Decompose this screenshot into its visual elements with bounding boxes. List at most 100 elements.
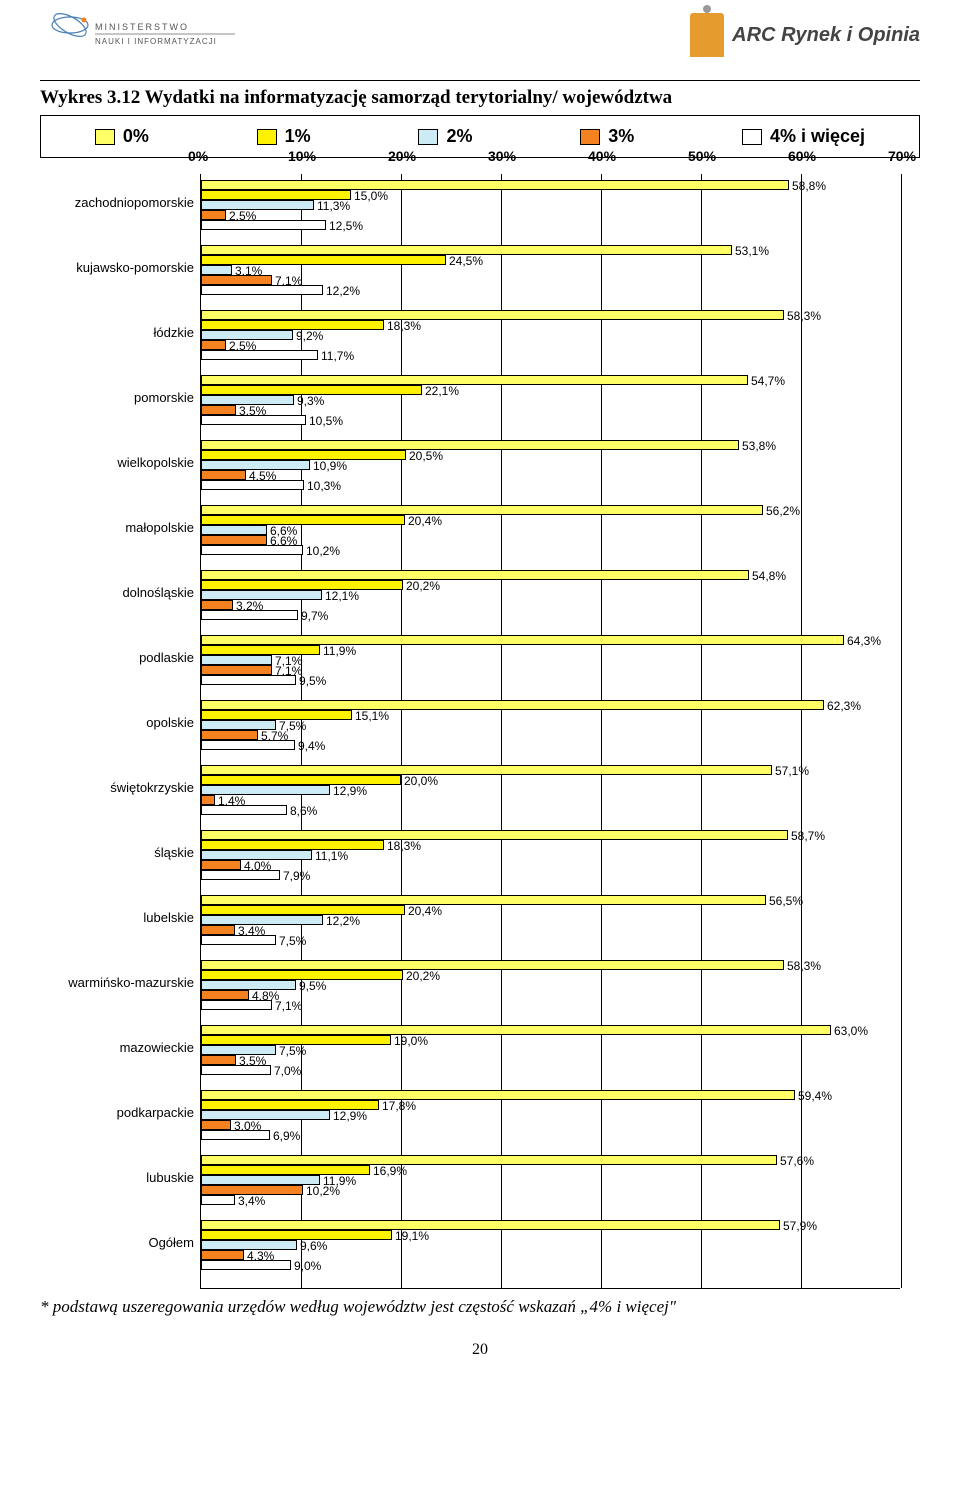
bar [201,285,323,295]
bar-value-label: 17,8% [382,1099,416,1113]
header-separator [40,80,920,81]
bar [201,600,233,610]
bar [201,710,352,720]
bar-value-label: 8,6% [290,804,317,818]
x-tick-label: 30% [488,148,516,164]
legend-label: 3% [608,126,634,147]
bar [201,1195,235,1205]
legend-swatch [418,129,438,145]
bar-value-label: 9,3% [297,394,324,408]
bar-value-label: 63,0% [834,1024,868,1038]
bar-value-label: 18,3% [387,319,421,333]
bar-value-label: 3,4% [238,1194,265,1208]
bar [201,925,235,935]
bar-value-label: 11,1% [315,849,348,863]
bar [201,1220,780,1230]
bar [201,635,844,645]
bar-value-label: 7,0% [274,1064,301,1078]
bar-value-label: 59,4% [798,1089,832,1103]
bar-value-label: 9,5% [299,674,326,688]
bar [201,795,215,805]
bar-value-label: 20,0% [404,774,438,788]
bar [201,1065,271,1075]
category-label: świętokrzyskie [44,780,194,795]
gridline [901,174,902,1288]
chart-title: Wykres 3.12 Wydatki na informatyzację sa… [0,87,960,115]
bar-value-label: 64,3% [847,634,881,648]
gridline [701,174,702,1288]
bar-value-label: 9,4% [298,739,325,753]
legend-item: 1% [257,126,311,147]
legend-item: 4% i więcej [742,126,865,147]
bar [201,505,763,515]
bar-value-label: 12,2% [326,284,360,298]
bar [201,860,241,870]
bar [201,675,296,685]
bar-value-label: 19,0% [394,1034,428,1048]
bar-value-label: 56,5% [769,894,803,908]
x-tick-label: 20% [388,148,416,164]
bar [201,1250,244,1260]
legend-swatch [742,129,762,145]
gridline [801,174,802,1288]
header-right: ARC Rynek i Opinia [690,13,920,57]
bar [201,700,824,710]
bar [201,415,306,425]
footnote: * podstawą uszeregowania urzędów według … [0,1289,960,1317]
page-number: 20 [0,1317,960,1369]
bar [201,470,246,480]
bar [201,960,784,970]
bar-value-label: 62,3% [827,699,861,713]
bar-value-label: 58,8% [792,179,826,193]
bar-value-label: 24,5% [449,254,483,268]
bar [201,1260,291,1270]
x-tick-label: 60% [788,148,816,164]
category-label: warmińsko-mazurskie [44,975,194,990]
bar-value-label: 12,9% [333,1109,367,1123]
bar [201,525,267,535]
bar-value-label: 18,3% [387,839,421,853]
bar [201,765,772,775]
bar [201,990,249,1000]
x-tick-label: 50% [688,148,716,164]
arc-bold: ARC [732,24,775,46]
bar [201,1090,795,1100]
bar [201,870,280,880]
legend-item: 0% [95,126,149,147]
bar-value-label: 58,7% [791,829,825,843]
bar [201,655,272,665]
x-tick-label: 10% [288,148,316,164]
bar-value-label: 11,7% [321,349,354,363]
bar [201,665,272,675]
bar-value-label: 9,5% [299,979,326,993]
bar-value-label: 11,9% [323,644,356,658]
bar-value-label: 20,4% [408,514,442,528]
bar-value-label: 7,5% [279,1044,306,1058]
bar [201,905,405,915]
category-label: podlaskie [44,650,194,665]
bar [201,310,784,320]
bar-value-label: 9,6% [300,1239,327,1253]
bar-value-label: 58,3% [787,309,821,323]
bar [201,610,298,620]
bar-value-label: 11,3% [317,199,350,213]
ministry-line1: MINISTERSTWO [95,22,189,32]
legend-swatch [95,129,115,145]
category-label: zachodniopomorskie [44,195,194,210]
bar-value-label: 10,9% [313,459,347,473]
bar [201,200,314,210]
page-header: MINISTERSTWO NAUKI I INFORMATYZACJI ARC … [0,0,960,80]
bar [201,895,766,905]
bar-value-label: 12,1% [325,589,359,603]
bar-value-label: 10,5% [309,414,343,428]
legend-label: 4% i więcej [770,126,865,147]
gridline [501,174,502,1288]
x-tick-label: 0% [188,148,208,164]
category-label: dolnośląskie [44,585,194,600]
bar-value-label: 7,9% [283,869,310,883]
ministry-logo-icon: MINISTERSTWO NAUKI I INFORMATYZACJI [40,10,240,60]
bar [201,320,384,330]
ministry-line2: NAUKI I INFORMATYZACJI [95,37,217,46]
bar [201,210,226,220]
bar [201,1120,231,1130]
